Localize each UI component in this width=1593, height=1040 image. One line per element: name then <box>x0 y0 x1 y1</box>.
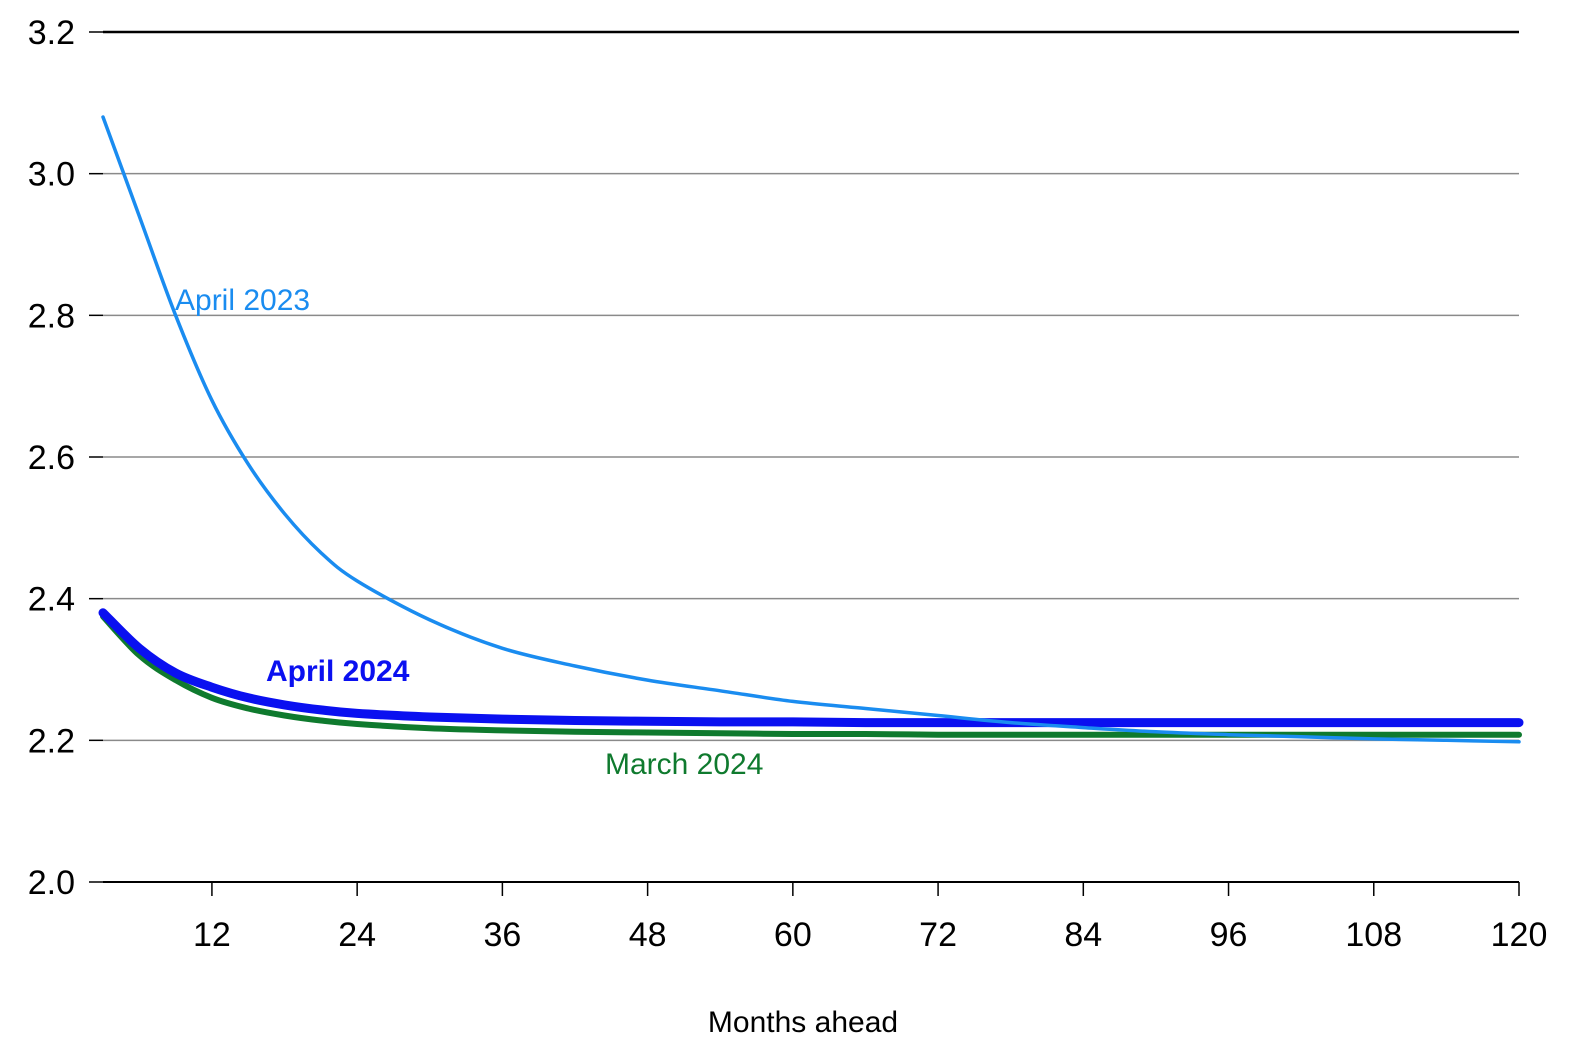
x-tick-label: 84 <box>1064 916 1102 954</box>
y-tick-label: 2.2 <box>28 722 75 760</box>
series-label-march-2024: March 2024 <box>605 748 763 781</box>
x-tick-label: 24 <box>338 916 376 954</box>
x-tick-label: 36 <box>483 916 521 954</box>
x-tick-label: 108 <box>1345 916 1402 954</box>
series-line-april-2023 <box>101 115 1521 744</box>
x-tick-label: 48 <box>629 916 667 954</box>
x-tick-label: 60 <box>774 916 812 954</box>
y-tick-label: 2.8 <box>28 297 75 335</box>
y-tick-label: 2.4 <box>28 581 75 619</box>
y-axis-ticks: 2.0 2.2 2.4 2.6 2.8 3.0 3.2 <box>28 14 103 902</box>
x-tick-label: 12 <box>193 916 231 954</box>
x-tick-label: 72 <box>919 916 957 954</box>
series-line-april-2024 <box>98 608 1524 728</box>
x-tick-label: 96 <box>1210 916 1248 954</box>
series-label-april-2023: April 2023 <box>175 284 310 317</box>
x-axis-ticks: 12 24 36 48 60 72 84 96 108 120 <box>193 882 1547 954</box>
series-label-april-2024: April 2024 <box>266 655 410 688</box>
x-axis-label: Months ahead <box>708 1006 898 1039</box>
y-tick-label: 3.0 <box>28 156 75 194</box>
y-tick-label: 2.0 <box>28 864 75 902</box>
y-tick-label: 3.2 <box>28 14 75 52</box>
axes <box>103 30 1519 883</box>
x-tick-label: 120 <box>1491 916 1548 954</box>
series-labels: April 2023 April 2024 March 2024 <box>175 284 763 781</box>
y-tick-label: 2.6 <box>28 439 75 477</box>
gridlines <box>103 172 1519 742</box>
series-lines <box>98 115 1524 744</box>
